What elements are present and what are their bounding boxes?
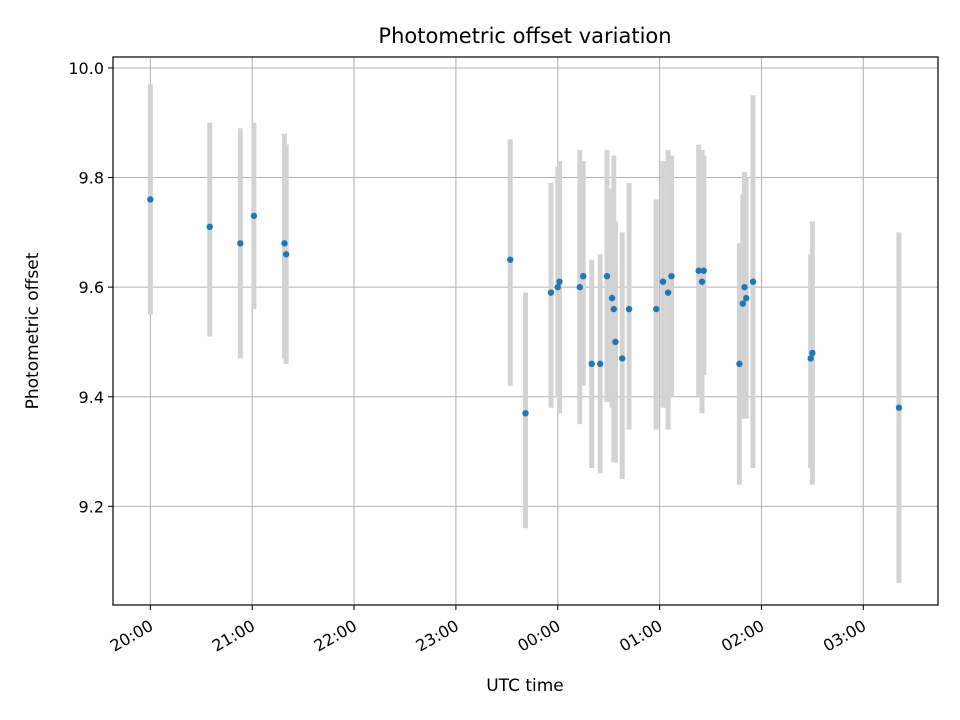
data-point: [250, 212, 258, 220]
data-point: [739, 300, 746, 307]
data-point: [281, 240, 288, 247]
data-point: [556, 278, 563, 285]
data-point: [603, 273, 611, 280]
data-point: [282, 251, 290, 258]
data-point: [809, 349, 816, 357]
data-point: [612, 338, 619, 346]
data-point: [554, 283, 561, 291]
y-tick-label: 10.0: [68, 59, 104, 78]
data-point: [596, 360, 604, 368]
plot-area-frame: [112, 56, 939, 606]
data-point: [547, 289, 555, 296]
y-tick-label: 9.2: [79, 497, 104, 516]
data-point: [698, 278, 706, 285]
data-point: [580, 273, 587, 280]
chart-title: Photometric offset variation: [378, 24, 671, 48]
data-point: [736, 360, 743, 368]
data-point: [206, 223, 213, 231]
data-points: [147, 196, 903, 417]
data-point: [610, 305, 617, 313]
data-point: [742, 294, 750, 302]
data-point: [507, 256, 514, 263]
data-point: [147, 196, 154, 203]
data-point: [619, 355, 626, 362]
data-point: [659, 278, 667, 285]
y-tick-label: 9.4: [79, 388, 104, 407]
y-axis-label: Photometric offset: [23, 252, 43, 409]
data-point: [625, 305, 633, 313]
data-point: [237, 240, 244, 247]
data-point: [653, 305, 660, 313]
data-point: [522, 410, 529, 417]
data-point: [588, 360, 595, 368]
data-point: [664, 289, 672, 296]
x-axis-label: UTC time: [486, 676, 564, 696]
data-point: [700, 267, 707, 274]
data-point: [741, 283, 748, 291]
data-point: [695, 267, 702, 274]
data-point: [608, 294, 616, 302]
data-point: [576, 283, 584, 291]
data-point: [895, 404, 903, 411]
data-point: [668, 273, 675, 280]
data-point: [749, 278, 757, 285]
y-tick-label: 9.6: [79, 278, 104, 297]
y-axis-ticks: 9.2 9.4 9.6 9.8 10.0: [68, 59, 113, 516]
data-point: [807, 355, 814, 362]
y-tick-label: 9.8: [79, 169, 104, 188]
